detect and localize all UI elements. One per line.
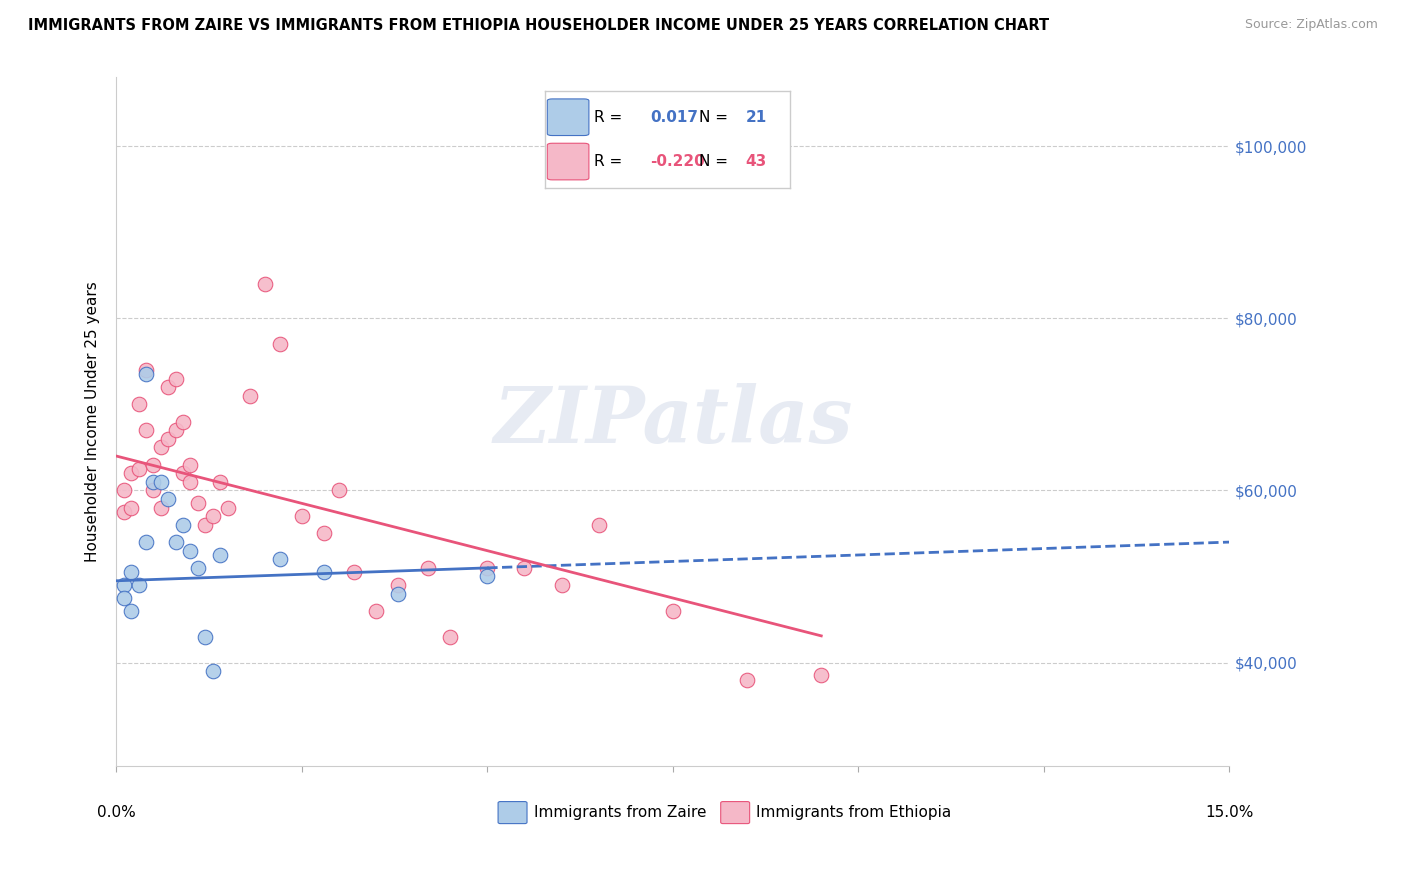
Point (112, 578, 135, 592)
Point (194, 630, 217, 644)
Text: ZIPatlas: ZIPatlas (494, 384, 852, 460)
FancyBboxPatch shape (721, 802, 749, 823)
Point (149, 475, 172, 489)
Point (128, 578, 150, 592)
Point (179, 475, 201, 489)
Point (253, 277, 276, 291)
Point (810, 668, 832, 682)
Point (165, 423, 187, 437)
Text: 15.0%: 15.0% (1205, 805, 1254, 820)
Point (387, 587, 409, 601)
Point (439, 630, 461, 644)
Point (513, 561, 536, 575)
Text: Source: ZipAtlas.com: Source: ZipAtlas.com (1244, 18, 1378, 31)
Point (128, 397, 150, 411)
Point (387, 578, 409, 592)
Point (135, 423, 157, 437)
Point (172, 517, 194, 532)
Point (312, 526, 335, 541)
Point (269, 337, 291, 351)
Point (120, 467, 142, 481)
Point (165, 371, 187, 385)
Point (149, 500, 172, 515)
Point (112, 483, 135, 498)
Point (328, 483, 350, 498)
Point (157, 380, 180, 394)
Point (112, 591, 135, 605)
Point (135, 363, 157, 377)
Point (209, 475, 232, 489)
Point (735, 673, 758, 687)
Point (239, 389, 262, 403)
Point (172, 467, 194, 481)
Point (112, 505, 135, 519)
Point (550, 578, 572, 592)
Point (149, 441, 172, 455)
Point (187, 496, 209, 510)
Point (157, 491, 180, 506)
Point (179, 458, 201, 472)
Point (312, 565, 335, 579)
Point (142, 475, 165, 489)
Text: Immigrants from Zaire: Immigrants from Zaire (534, 805, 706, 820)
Text: IMMIGRANTS FROM ZAIRE VS IMMIGRANTS FROM ETHIOPIA HOUSEHOLDER INCOME UNDER 25 YE: IMMIGRANTS FROM ZAIRE VS IMMIGRANTS FROM… (28, 18, 1049, 33)
Point (269, 552, 291, 566)
Point (128, 462, 150, 476)
Point (179, 543, 201, 558)
Point (172, 415, 194, 429)
Point (291, 509, 314, 524)
Point (157, 432, 180, 446)
Point (120, 604, 142, 618)
Point (135, 535, 157, 549)
Point (120, 565, 142, 579)
Point (477, 569, 499, 583)
Point (201, 664, 224, 678)
Point (662, 604, 685, 618)
Point (364, 604, 387, 618)
Point (142, 458, 165, 472)
Point (142, 483, 165, 498)
Point (477, 561, 499, 575)
Point (209, 548, 232, 562)
Point (343, 565, 366, 579)
Point (201, 509, 224, 524)
FancyBboxPatch shape (498, 802, 527, 823)
Point (588, 517, 610, 532)
Point (187, 561, 209, 575)
Point (120, 500, 142, 515)
Point (217, 500, 239, 515)
Text: 0.0%: 0.0% (97, 805, 135, 820)
Point (165, 535, 187, 549)
Point (135, 368, 157, 382)
Point (194, 517, 217, 532)
Text: Immigrants from Ethiopia: Immigrants from Ethiopia (756, 805, 952, 820)
Y-axis label: Householder Income Under 25 years: Householder Income Under 25 years (86, 281, 100, 562)
Point (416, 561, 439, 575)
